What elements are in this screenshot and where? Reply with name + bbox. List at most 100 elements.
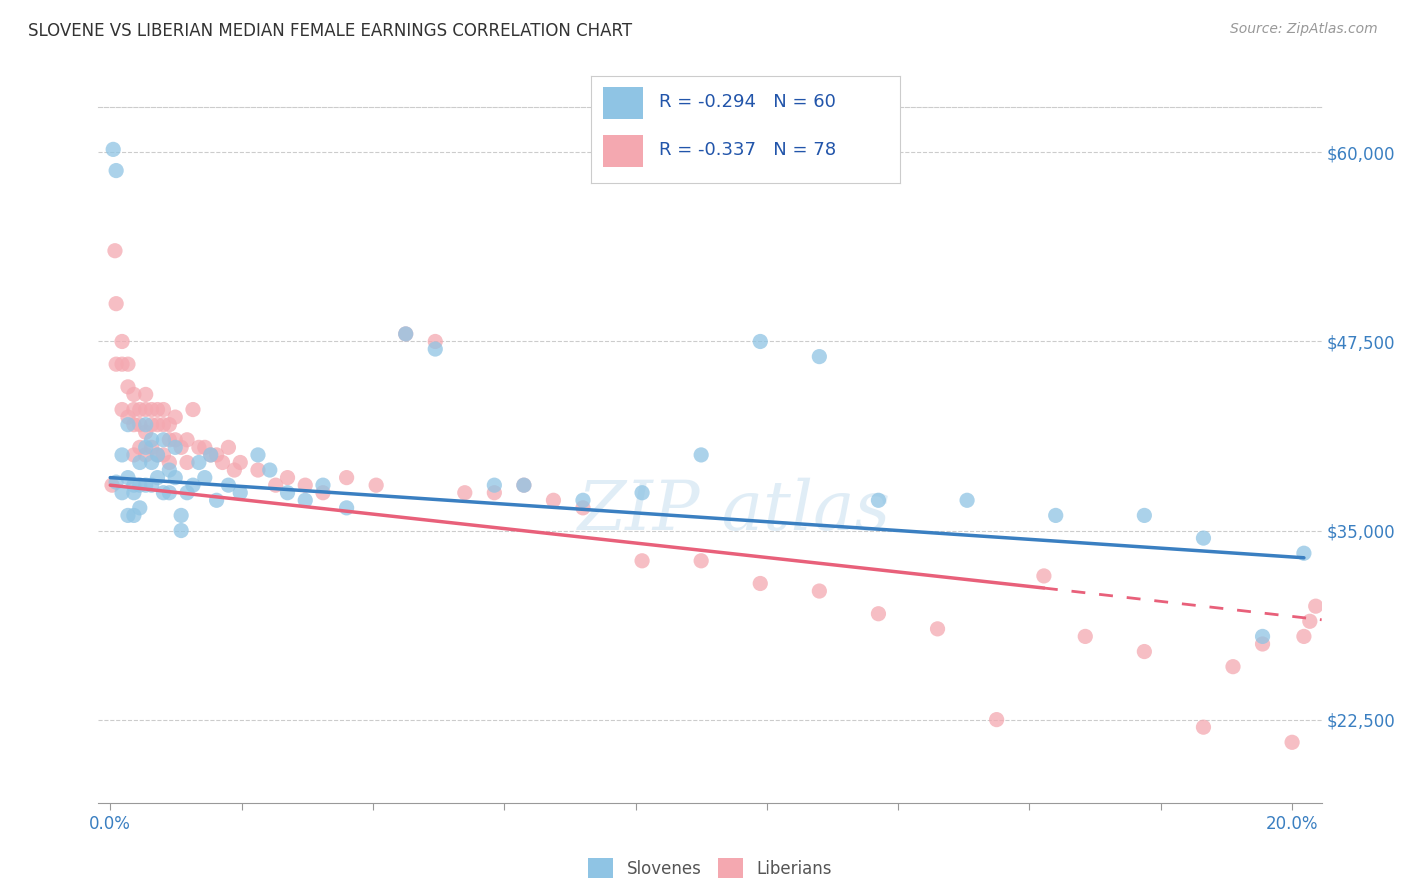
Point xyxy=(122,485,145,500)
Point xyxy=(276,485,298,500)
Point xyxy=(1192,720,1215,734)
Point xyxy=(294,493,316,508)
Point xyxy=(1045,508,1067,523)
Text: ZIP atlas: ZIP atlas xyxy=(578,477,891,544)
Point xyxy=(128,402,150,417)
Point xyxy=(122,402,145,417)
Point xyxy=(1133,644,1156,658)
Point xyxy=(111,485,134,500)
Point xyxy=(1299,615,1322,629)
Point xyxy=(157,417,180,432)
Point xyxy=(117,357,139,371)
Point xyxy=(312,485,335,500)
Point xyxy=(229,485,252,500)
Point xyxy=(1222,659,1244,673)
Point xyxy=(264,478,287,492)
Point xyxy=(105,163,128,178)
Point xyxy=(105,296,128,310)
Point xyxy=(165,470,187,484)
Point xyxy=(146,402,169,417)
Point xyxy=(128,455,150,469)
Point xyxy=(141,417,163,432)
Point xyxy=(513,478,536,492)
Point xyxy=(1281,735,1303,749)
Point xyxy=(128,478,150,492)
Point xyxy=(211,455,233,469)
Point xyxy=(122,508,145,523)
Point xyxy=(146,448,169,462)
Point xyxy=(224,463,246,477)
Point xyxy=(808,584,831,599)
Point xyxy=(454,485,477,500)
Point xyxy=(1192,531,1215,545)
Point xyxy=(117,508,139,523)
Point xyxy=(111,448,134,462)
Point xyxy=(631,554,654,568)
Point xyxy=(141,433,163,447)
Point xyxy=(105,475,128,490)
Point xyxy=(205,448,228,462)
Point xyxy=(101,478,124,492)
Point xyxy=(117,417,139,432)
Point xyxy=(170,508,193,523)
Point xyxy=(135,478,157,492)
Point xyxy=(141,455,163,469)
Point xyxy=(956,493,979,508)
Point xyxy=(122,478,145,492)
Point xyxy=(1292,629,1315,643)
Point xyxy=(205,493,228,508)
Point xyxy=(200,448,222,462)
Point xyxy=(927,622,949,636)
Point xyxy=(1251,629,1274,643)
Point xyxy=(312,478,335,492)
Point xyxy=(128,417,150,432)
Point xyxy=(165,433,187,447)
Point xyxy=(170,441,193,455)
Point xyxy=(187,441,209,455)
Point xyxy=(157,433,180,447)
Point xyxy=(631,485,654,500)
Point xyxy=(128,500,150,515)
Point xyxy=(425,342,447,356)
Point xyxy=(484,485,506,500)
Point xyxy=(1032,569,1054,583)
Point xyxy=(690,448,713,462)
Point xyxy=(128,441,150,455)
Point xyxy=(425,334,447,349)
Point xyxy=(135,417,157,432)
Point xyxy=(200,448,222,462)
Point xyxy=(572,500,595,515)
Point xyxy=(217,441,239,455)
Text: R = -0.337   N = 78: R = -0.337 N = 78 xyxy=(658,141,835,159)
Point xyxy=(117,380,139,394)
Point xyxy=(395,326,418,341)
Point xyxy=(117,410,139,425)
Point xyxy=(152,417,174,432)
Point xyxy=(141,478,163,492)
Point xyxy=(513,478,536,492)
Point xyxy=(229,455,252,469)
Point xyxy=(105,357,128,371)
Point xyxy=(117,470,139,484)
Point xyxy=(122,448,145,462)
Point xyxy=(170,524,193,538)
Point xyxy=(749,334,772,349)
Point xyxy=(187,455,209,469)
Point xyxy=(336,470,359,484)
Point xyxy=(135,425,157,440)
Y-axis label: Median Female Earnings: Median Female Earnings xyxy=(0,361,7,549)
Point xyxy=(152,448,174,462)
Point xyxy=(868,493,890,508)
Point xyxy=(181,402,204,417)
Point xyxy=(217,478,239,492)
Point xyxy=(176,455,198,469)
Point xyxy=(146,448,169,462)
Point xyxy=(259,463,281,477)
Legend: Slovenes, Liberians: Slovenes, Liberians xyxy=(582,851,838,885)
Point xyxy=(111,334,134,349)
Point xyxy=(135,441,157,455)
Point xyxy=(543,493,565,508)
Point xyxy=(146,417,169,432)
Point xyxy=(122,417,145,432)
Point xyxy=(157,463,180,477)
